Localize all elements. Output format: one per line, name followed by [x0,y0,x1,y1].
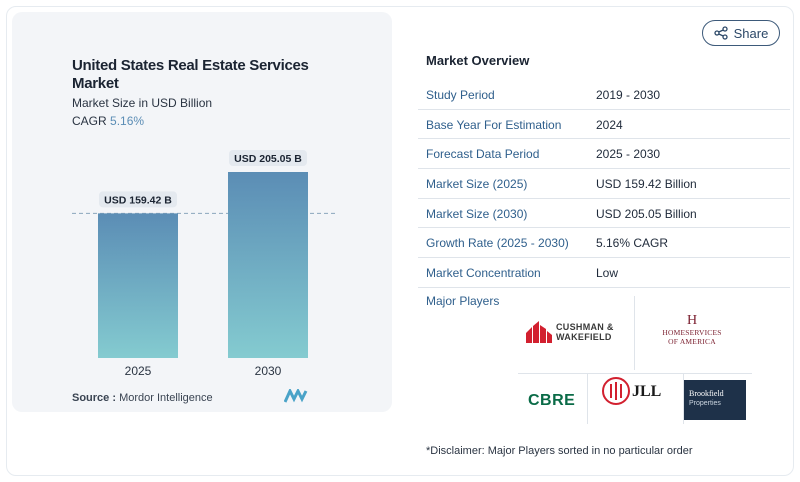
chart-title: United States Real Estate Services Marke… [72,57,309,92]
brookfield-subtext: Properties [689,400,721,407]
x-tick-label: 2025 [125,364,152,378]
overview-key: Base Year For Estimation [426,117,562,132]
source-label: Source : [72,392,117,404]
overview-row: Study Period 2019 - 2030 [418,80,790,110]
cagr-line: CAGR 5.16% [72,114,144,128]
overview-value: 5.16% CAGR [596,236,669,251]
disclaimer-text: *Disclaimer: Major Players sorted in no … [426,445,693,457]
overview-key: Study Period [426,88,495,102]
divider [518,373,752,374]
overview-value: USD 159.42 Billion [596,177,697,192]
share-label: Share [733,25,769,41]
divider [683,374,684,424]
cbre-logo: CBRE [528,392,576,409]
overview-value: 2025 - 2030 [596,147,661,162]
homeservices-text: HOMESERVICES OF AMERICA [662,328,722,346]
overview-row: Market Concentration Low [418,258,790,288]
source-value: Mordor Intelligence [119,392,213,404]
cushman-wakefield-text: CUSHMAN & WAKEFIELD [556,322,614,342]
overview-value: 2019 - 2030 [596,88,661,102]
bar-2030 [228,172,308,358]
mordor-logo-icon [284,389,308,403]
x-tick-label: 2030 [255,364,282,378]
overview-key: Market Size (2030) [426,206,528,221]
brookfield-text: Brookfield [689,389,724,398]
chart-panel [12,12,392,412]
jll-logo: JLL [602,374,666,410]
share-button[interactable]: Share [702,20,780,46]
cagr-value: 5.16% [110,114,145,128]
homeservices-logo: H HOMESERVICES OF AMERICA [660,314,724,348]
homeservices-mark-icon: H [686,313,698,328]
overview-key: Market Size (2025) [426,177,528,192]
overview-value: USD 205.05 Billion [596,206,697,221]
brookfield-logo: Brookfield Properties [684,380,746,420]
data-label: USD 159.42 B [104,194,172,206]
data-label-bg [229,150,307,166]
overview-row: Growth Rate (2025 - 2030) 5.16% CAGR [418,228,790,259]
data-label: USD 205.05 B [234,153,302,165]
bar-2025 [98,213,178,358]
overview-value: 2024 [596,117,623,132]
overview-key: Market Concentration [426,266,541,281]
jll-mark-icon [602,377,630,405]
divider [634,296,635,370]
market-overview-title: Market Overview [426,53,530,68]
data-label-bg [99,191,177,208]
chart-subtitle: Market Size in USD Billion [72,96,213,110]
major-players-label: Major Players [426,294,500,308]
overview-key: Growth Rate (2025 - 2030) [426,236,569,251]
source-line: Source : Mordor Intelligence [72,392,213,404]
cushman-wakefield-mark-icon [526,321,552,343]
market-overview-table: Study Period 2019 - 2030 Base Year For Es… [418,80,790,288]
overview-value: Low [596,266,619,281]
overview-row: Forecast Data Period 2025 - 2030 [418,139,790,170]
cagr-label: CAGR [72,114,107,128]
cushman-wakefield-logo: CUSHMAN & WAKEFIELD [526,320,626,344]
overview-row: Base Year For Estimation 2024 [418,110,790,140]
share-icon [713,26,728,40]
jll-text: JLL [632,383,662,400]
overview-row: Market Size (2030) USD 205.05 Billion [418,199,790,229]
overview-row: Market Size (2025) USD 159.42 Billion [418,169,790,199]
divider [587,374,588,424]
overview-key: Forecast Data Period [426,147,540,162]
